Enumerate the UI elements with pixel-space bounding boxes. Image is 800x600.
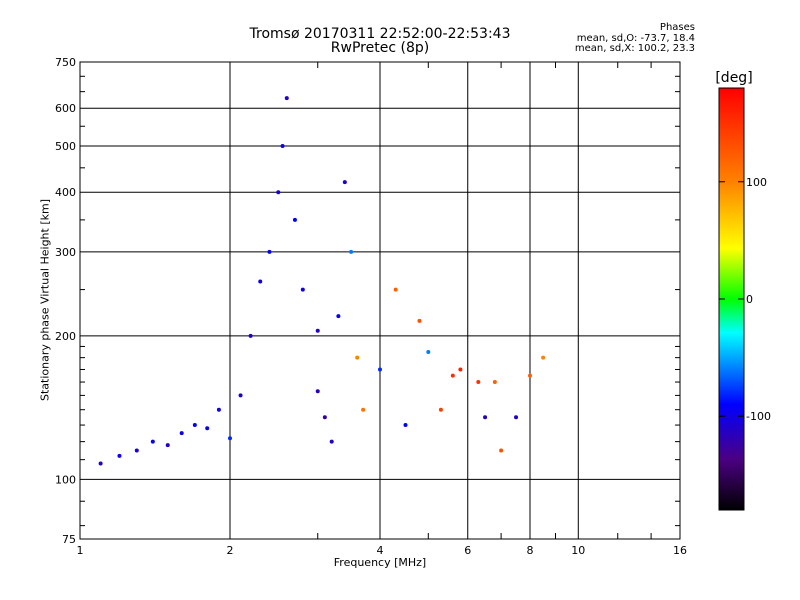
data-point [458, 367, 463, 372]
data-point [426, 349, 431, 354]
x-tick-label: 10 [571, 544, 585, 557]
data-point [238, 393, 243, 398]
chart-title: Tromsø 20170311 22:52:00-22:53:43 [249, 26, 511, 42]
x-tick-label: 8 [527, 544, 534, 557]
chart-subtitle: RwPretec (8p) [330, 40, 430, 56]
data-point [483, 415, 488, 420]
data-point [393, 287, 398, 292]
colorbar-tick-label: -100 [746, 410, 771, 423]
data-point [528, 373, 532, 378]
data-point [192, 423, 197, 428]
plot-frame [79, 61, 681, 540]
data-point [258, 279, 263, 284]
data-point [450, 373, 455, 378]
data-point [438, 407, 443, 412]
colorbar-ticks: 100 0 -100 [719, 176, 771, 423]
data-point [378, 367, 382, 372]
y-tick-label: 500 [55, 140, 76, 153]
y-axis: 75 100 200 300 400 500 600 750 [55, 56, 680, 546]
y-tick-label: 300 [55, 246, 76, 259]
data-point [403, 423, 408, 428]
data-point [276, 190, 281, 195]
x-tick-label: 2 [227, 544, 234, 557]
data-point [329, 439, 334, 444]
data-point [179, 431, 184, 436]
grid [79, 62, 681, 539]
y-tick-label: 200 [55, 330, 76, 343]
phase-stats-x: mean, sd,X: 100.2, 23.3 [574, 43, 695, 54]
data-point [228, 436, 232, 441]
data-point [355, 355, 360, 360]
x-tick-label: 1 [77, 544, 84, 557]
phase-stats-o: mean, sd,O: -73.7, 18.4 [576, 33, 695, 44]
data-point [417, 318, 422, 323]
data-point [342, 180, 347, 185]
x-axis-label: Frequency [MHz] [333, 556, 427, 569]
data-point [300, 287, 305, 292]
y-tick-label: 100 [55, 473, 76, 486]
data-point [499, 448, 504, 453]
y-tick-label: 600 [55, 102, 76, 115]
x-tick-label: 4 [377, 544, 384, 557]
data-point [336, 314, 341, 319]
x-axis: 1 2 4 6 8 10 16 [77, 62, 687, 557]
phase-header: Phases [659, 22, 695, 33]
data-point [248, 333, 253, 338]
data-point [150, 439, 155, 444]
data-point [284, 96, 289, 101]
data-point [315, 389, 320, 394]
y-tick-label: 750 [55, 56, 76, 69]
data-point [216, 407, 221, 412]
data-point [315, 328, 320, 333]
x-tick-label: 6 [464, 544, 471, 557]
colorbar-tick-label: 0 [746, 293, 753, 306]
x-tick-label: 16 [673, 544, 687, 557]
data-point [541, 355, 546, 360]
data-point [292, 217, 297, 222]
data-point [117, 453, 122, 458]
data-points [98, 96, 546, 466]
data-point [165, 443, 170, 448]
data-point [322, 415, 327, 420]
data-point [134, 448, 139, 453]
y-tick-label: 400 [55, 186, 76, 199]
colorbar-label: [deg] [715, 70, 752, 86]
data-point [267, 249, 272, 254]
data-point [361, 407, 366, 412]
data-point [492, 380, 497, 385]
colorbar-tick-label: 100 [746, 176, 767, 189]
data-point [280, 143, 285, 148]
y-tick-label: 75 [62, 533, 76, 546]
data-point [349, 249, 354, 254]
data-point [476, 380, 481, 385]
data-point [98, 461, 103, 466]
data-point [514, 415, 519, 420]
data-point [205, 426, 210, 431]
